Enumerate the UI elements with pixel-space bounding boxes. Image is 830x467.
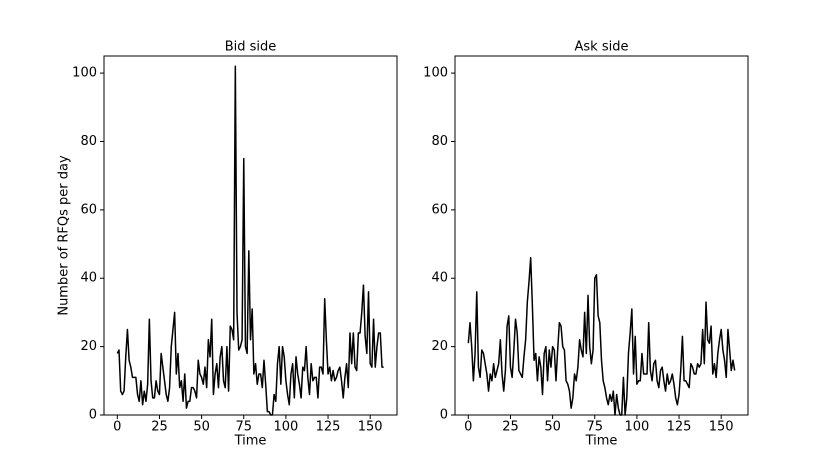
x-tick-label: 0 [464, 420, 472, 435]
y-tick-label: 0 [89, 408, 97, 423]
y-tick-label: 40 [80, 271, 97, 286]
y-tick-label: 60 [80, 202, 97, 217]
y-tick-label: 20 [80, 339, 97, 354]
y-tick-label: 100 [423, 66, 448, 81]
x-tick-label: 150 [358, 420, 383, 435]
x-tick-label: 0 [113, 420, 121, 435]
y-tick-label: 20 [431, 339, 448, 354]
y-axis-label: Number of RFQs per day [57, 155, 72, 316]
y-tick-label: 80 [80, 134, 97, 149]
x-tick-label: 125 [667, 420, 692, 435]
y-tick-label: 40 [431, 271, 448, 286]
subplot-title: Ask side [575, 40, 629, 55]
x-tick-label: 25 [502, 420, 519, 435]
data-line [467, 256, 736, 416]
x-axis-label: Time [234, 434, 267, 449]
y-tick-label: 60 [431, 202, 448, 217]
x-tick-label: 125 [316, 420, 341, 435]
x-tick-label: 100 [624, 420, 649, 435]
x-tick-label: 25 [151, 420, 168, 435]
x-tick-label: 75 [235, 420, 252, 435]
subplot: 0 25 50 75 100 125 150 0 20 40 60 80 100 Bid side Time… [57, 40, 398, 449]
y-tick-label: 100 [72, 66, 97, 81]
x-tick-label: 100 [273, 420, 298, 435]
x-tick-label: 50 [193, 420, 210, 435]
axes-frame [454, 55, 749, 416]
x-axis-label: Time [585, 434, 618, 449]
subplot: 0 25 50 75 100 125 150 0 20 40 60 80 100 Ask side Time [423, 40, 749, 449]
subplot-title: Bid side [225, 40, 277, 55]
y-tick-label: 0 [440, 408, 448, 423]
axes-frame [103, 55, 398, 416]
data-line [116, 65, 384, 416]
x-tick-label: 75 [586, 420, 603, 435]
y-tick-label: 80 [431, 134, 448, 149]
x-tick-label: 150 [709, 420, 734, 435]
x-tick-label: 50 [544, 420, 561, 435]
